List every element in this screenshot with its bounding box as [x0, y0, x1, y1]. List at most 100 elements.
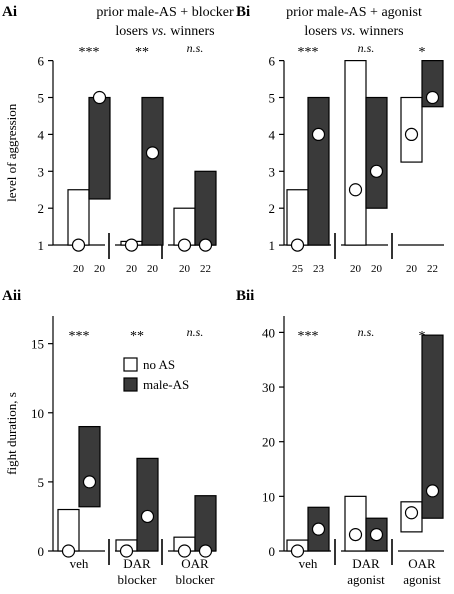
y-tick-label: 5 — [269, 91, 276, 106]
x-category-label: blocker — [176, 572, 216, 587]
y-tick-label: 6 — [38, 54, 45, 69]
x-category-label: veh — [70, 556, 89, 571]
group-3: n.s. 20 22 — [173, 41, 217, 275]
panel-label: Bii — [236, 288, 254, 304]
group-3: * 20 22 — [400, 45, 444, 275]
group-1: *** veh — [286, 329, 330, 571]
y-tick-label: 10 — [262, 489, 275, 504]
male-as-box — [194, 495, 217, 552]
panel-label: Ai — [2, 4, 17, 20]
significance-label: n.s. — [187, 325, 204, 339]
median-marker — [71, 238, 86, 252]
legend-swatch-no-as — [123, 357, 138, 372]
median-marker — [140, 509, 155, 524]
significance-label: * — [419, 45, 426, 60]
median-marker — [145, 146, 160, 160]
n-label: 20 — [179, 263, 191, 275]
median-marker — [124, 238, 139, 252]
n-label: 22 — [427, 263, 438, 275]
subtitle-part: vs. — [341, 24, 356, 39]
group-1: *** veh — [57, 329, 101, 571]
subtitle-part: losers — [304, 24, 340, 39]
y-tick-label: 2 — [269, 201, 276, 216]
no-as-box — [344, 59, 367, 246]
y-tick-label: 30 — [262, 380, 275, 395]
y-tick-label: 15 — [31, 337, 44, 352]
panel-title: prior male-AS + blocker — [96, 5, 234, 20]
x-category-label: blocker — [118, 572, 158, 587]
significance-label: ** — [130, 329, 144, 344]
group-1: *** 20 20 — [67, 45, 111, 275]
significance-label: n.s. — [358, 41, 375, 55]
subtitle-part: losers — [115, 24, 151, 39]
y-tick-label: 4 — [269, 127, 276, 142]
median-marker — [177, 238, 192, 252]
x-category-label: agonist — [403, 572, 441, 587]
y-tick-label: 20 — [262, 435, 275, 450]
legend-label-no-as: no AS — [143, 357, 175, 372]
y-tick-label: 0 — [269, 544, 276, 559]
no-as-box — [67, 189, 90, 246]
median-marker — [61, 544, 76, 558]
y-tick-label: 6 — [269, 54, 276, 69]
y-tick-label: 40 — [262, 325, 275, 340]
male-as-box — [365, 96, 388, 209]
significance-label: *** — [298, 45, 319, 60]
median-marker — [348, 528, 363, 542]
significance-label: *** — [298, 329, 319, 344]
significance-label: *** — [79, 45, 100, 60]
panel-subtitle: losers vs. winners — [115, 24, 214, 39]
y-axis-label: level of aggression — [4, 103, 19, 202]
median-marker — [369, 164, 384, 178]
median-marker — [348, 183, 363, 197]
significance-label: n.s. — [187, 41, 204, 55]
panel-label: Aii — [2, 288, 21, 304]
legend-swatch-male-as — [123, 377, 138, 392]
subtitle-part: winners — [356, 24, 404, 39]
panel-bi: Bi prior male-AS + agonist losers vs. winn… — [236, 4, 444, 275]
no-as-box — [344, 495, 367, 552]
x-category-label: DAR — [352, 556, 380, 571]
y-tick-label: 2 — [38, 201, 45, 216]
median-marker — [290, 238, 305, 252]
male-as-box — [194, 170, 217, 246]
panel-title: prior male-AS + agonist — [286, 5, 422, 20]
n-label: 20 — [406, 263, 418, 275]
median-marker — [311, 522, 326, 536]
male-as-box — [307, 96, 330, 246]
y-axis-label: fight duration, s — [4, 392, 19, 475]
median-marker — [425, 90, 440, 105]
y-tick-label: 4 — [38, 127, 45, 142]
n-label: 23 — [313, 263, 325, 275]
panel-subtitle: losers vs. winners — [304, 24, 403, 39]
legend-label-male-as: male-AS — [143, 377, 189, 392]
median-marker — [404, 127, 419, 141]
median-marker — [290, 544, 305, 558]
n-label: 20 — [94, 263, 106, 275]
panel-ai: Ai prior male-AS + blocker losers vs. winn… — [2, 4, 234, 275]
y-tick-label: 10 — [31, 406, 44, 421]
median-marker — [425, 484, 440, 498]
x-category-label: DAR — [123, 556, 151, 571]
median-marker — [369, 528, 384, 542]
legend: no AS male-AS — [123, 357, 189, 392]
male-as-box — [421, 334, 444, 519]
group-2: n.s. 20 20 — [344, 41, 388, 275]
male-as-box — [78, 425, 101, 508]
subtitle-part: winners — [167, 24, 215, 39]
group-2: ** 20 20 — [120, 45, 164, 275]
median-marker — [311, 127, 326, 141]
n-label: 20 — [147, 263, 159, 275]
male-as-box — [136, 457, 159, 552]
no-as-box — [286, 189, 309, 246]
male-as-box — [141, 96, 164, 246]
subtitle-part: vs. — [152, 24, 167, 39]
median-marker — [404, 506, 419, 520]
n-label: 20 — [126, 263, 138, 275]
n-label: 20 — [371, 263, 383, 275]
